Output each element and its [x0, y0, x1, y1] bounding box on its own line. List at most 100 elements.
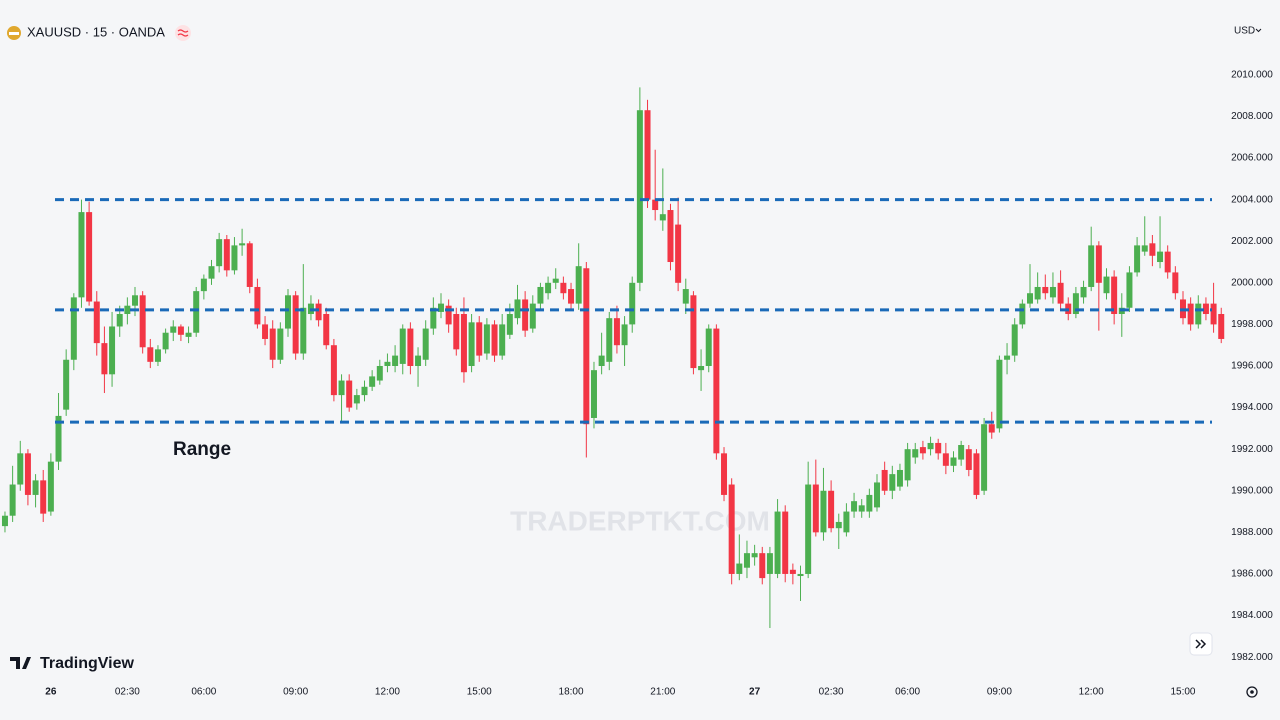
candle-body	[63, 359, 70, 410]
candle-body	[430, 307, 437, 329]
candle-body	[277, 328, 284, 360]
candle-body	[613, 318, 620, 346]
candle-body	[78, 212, 85, 298]
y-tick-label: 1986.000	[1231, 569, 1273, 580]
candle-body	[981, 424, 988, 491]
candle-body	[330, 345, 337, 396]
y-tick-label: 2002.000	[1231, 236, 1273, 247]
candle-body	[338, 380, 345, 396]
candle-body	[529, 303, 536, 329]
candle-body	[545, 282, 552, 294]
candle-body	[606, 318, 613, 362]
candle-body	[552, 278, 559, 283]
candle-body	[896, 469, 903, 487]
candle-body	[537, 286, 544, 304]
candle-body	[659, 214, 666, 221]
candle-body	[200, 278, 207, 292]
y-tick-label: 1984.000	[1231, 610, 1273, 621]
candle-body	[774, 511, 781, 574]
candle-body	[1026, 293, 1033, 304]
candle-body	[346, 380, 353, 408]
x-tick-label: 09:00	[283, 687, 308, 698]
candle-body	[522, 299, 529, 331]
candle-body	[407, 328, 414, 366]
y-tick-label: 1988.000	[1231, 527, 1273, 538]
candle-body	[445, 305, 452, 325]
x-tick-label: 26	[45, 687, 57, 698]
candle-body	[797, 573, 804, 577]
candle-body	[300, 307, 307, 354]
candle-body	[690, 295, 697, 369]
candle-body	[239, 243, 246, 246]
candle-body	[560, 282, 567, 294]
candle-body	[766, 553, 773, 574]
candle-body	[644, 110, 651, 200]
candle-body	[1034, 286, 1041, 300]
candle-body	[170, 326, 177, 333]
candle-body	[835, 521, 842, 529]
candle-body	[904, 449, 911, 481]
candle-body	[1072, 293, 1079, 315]
y-tick-label: 2008.000	[1231, 111, 1273, 122]
candle-body	[1049, 286, 1056, 298]
candle-body	[828, 490, 835, 529]
symbol-title: XAUUSD · 15 · OANDA	[27, 24, 165, 39]
candle-body	[1126, 272, 1133, 308]
currency-chevron	[1255, 28, 1262, 33]
candle-body	[629, 282, 636, 325]
candle-body	[721, 453, 728, 495]
candle-body	[453, 314, 460, 350]
candle-body	[1019, 303, 1026, 325]
candle-body	[491, 324, 498, 356]
candle-body	[1202, 303, 1209, 315]
candle-body	[55, 415, 62, 462]
candle-body	[9, 484, 16, 516]
candle-body	[246, 243, 253, 287]
candle-body	[1195, 303, 1202, 325]
candle-body	[506, 314, 513, 335]
candle-body	[942, 453, 949, 466]
plot-area	[1, 87, 1225, 629]
scroll-icon	[1195, 639, 1207, 649]
candle-body	[139, 295, 146, 348]
y-tick-label: 1992.000	[1231, 444, 1273, 455]
candle-body	[361, 386, 368, 396]
candle-body	[254, 286, 261, 325]
candle-body	[728, 484, 735, 574]
candle-body	[583, 268, 590, 425]
candle-body	[675, 224, 682, 283]
candle-body	[935, 442, 942, 454]
x-tick-label: 27	[749, 687, 761, 698]
settings-button[interactable]	[1246, 686, 1258, 698]
candle-body	[415, 355, 422, 366]
candle-body	[805, 484, 812, 574]
y-tick-label: 2010.000	[1231, 70, 1273, 81]
candle-body	[177, 326, 184, 335]
candle-body	[40, 480, 47, 514]
candle-body	[820, 490, 827, 533]
candle-body	[216, 239, 223, 267]
candle-body	[132, 295, 139, 306]
candle-body	[384, 361, 391, 366]
candle-body	[996, 359, 1003, 429]
x-tick-label: 12:00	[1079, 687, 1104, 698]
candle-body	[468, 322, 475, 366]
candle-body	[70, 297, 77, 360]
y-tick-label: 1982.000	[1231, 652, 1273, 663]
candle-body	[652, 199, 659, 211]
candle-body	[514, 299, 521, 319]
candle-body	[86, 212, 93, 302]
candle-body	[24, 453, 31, 495]
candle-body	[1218, 314, 1225, 339]
currency-selector[interactable]: USD	[1234, 26, 1255, 37]
candle-body	[851, 501, 858, 512]
candle-body	[621, 324, 628, 346]
candle-body	[1004, 355, 1011, 360]
candle-body	[315, 303, 322, 321]
candle-body	[17, 453, 24, 485]
candle-body	[682, 289, 689, 304]
market-status[interactable]	[175, 25, 191, 41]
candle-body	[812, 484, 819, 533]
y-tick-label: 1996.000	[1231, 361, 1273, 372]
